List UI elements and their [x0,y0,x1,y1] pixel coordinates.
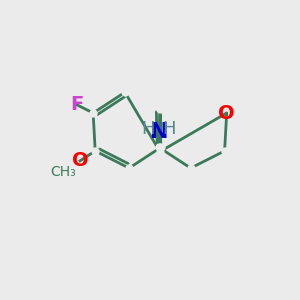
Text: H: H [163,120,176,138]
Text: O: O [72,152,88,170]
Text: F: F [70,95,84,114]
Text: H: H [142,120,155,138]
Text: N: N [150,122,168,142]
Text: CH₃: CH₃ [50,165,76,179]
Text: O: O [218,103,235,122]
